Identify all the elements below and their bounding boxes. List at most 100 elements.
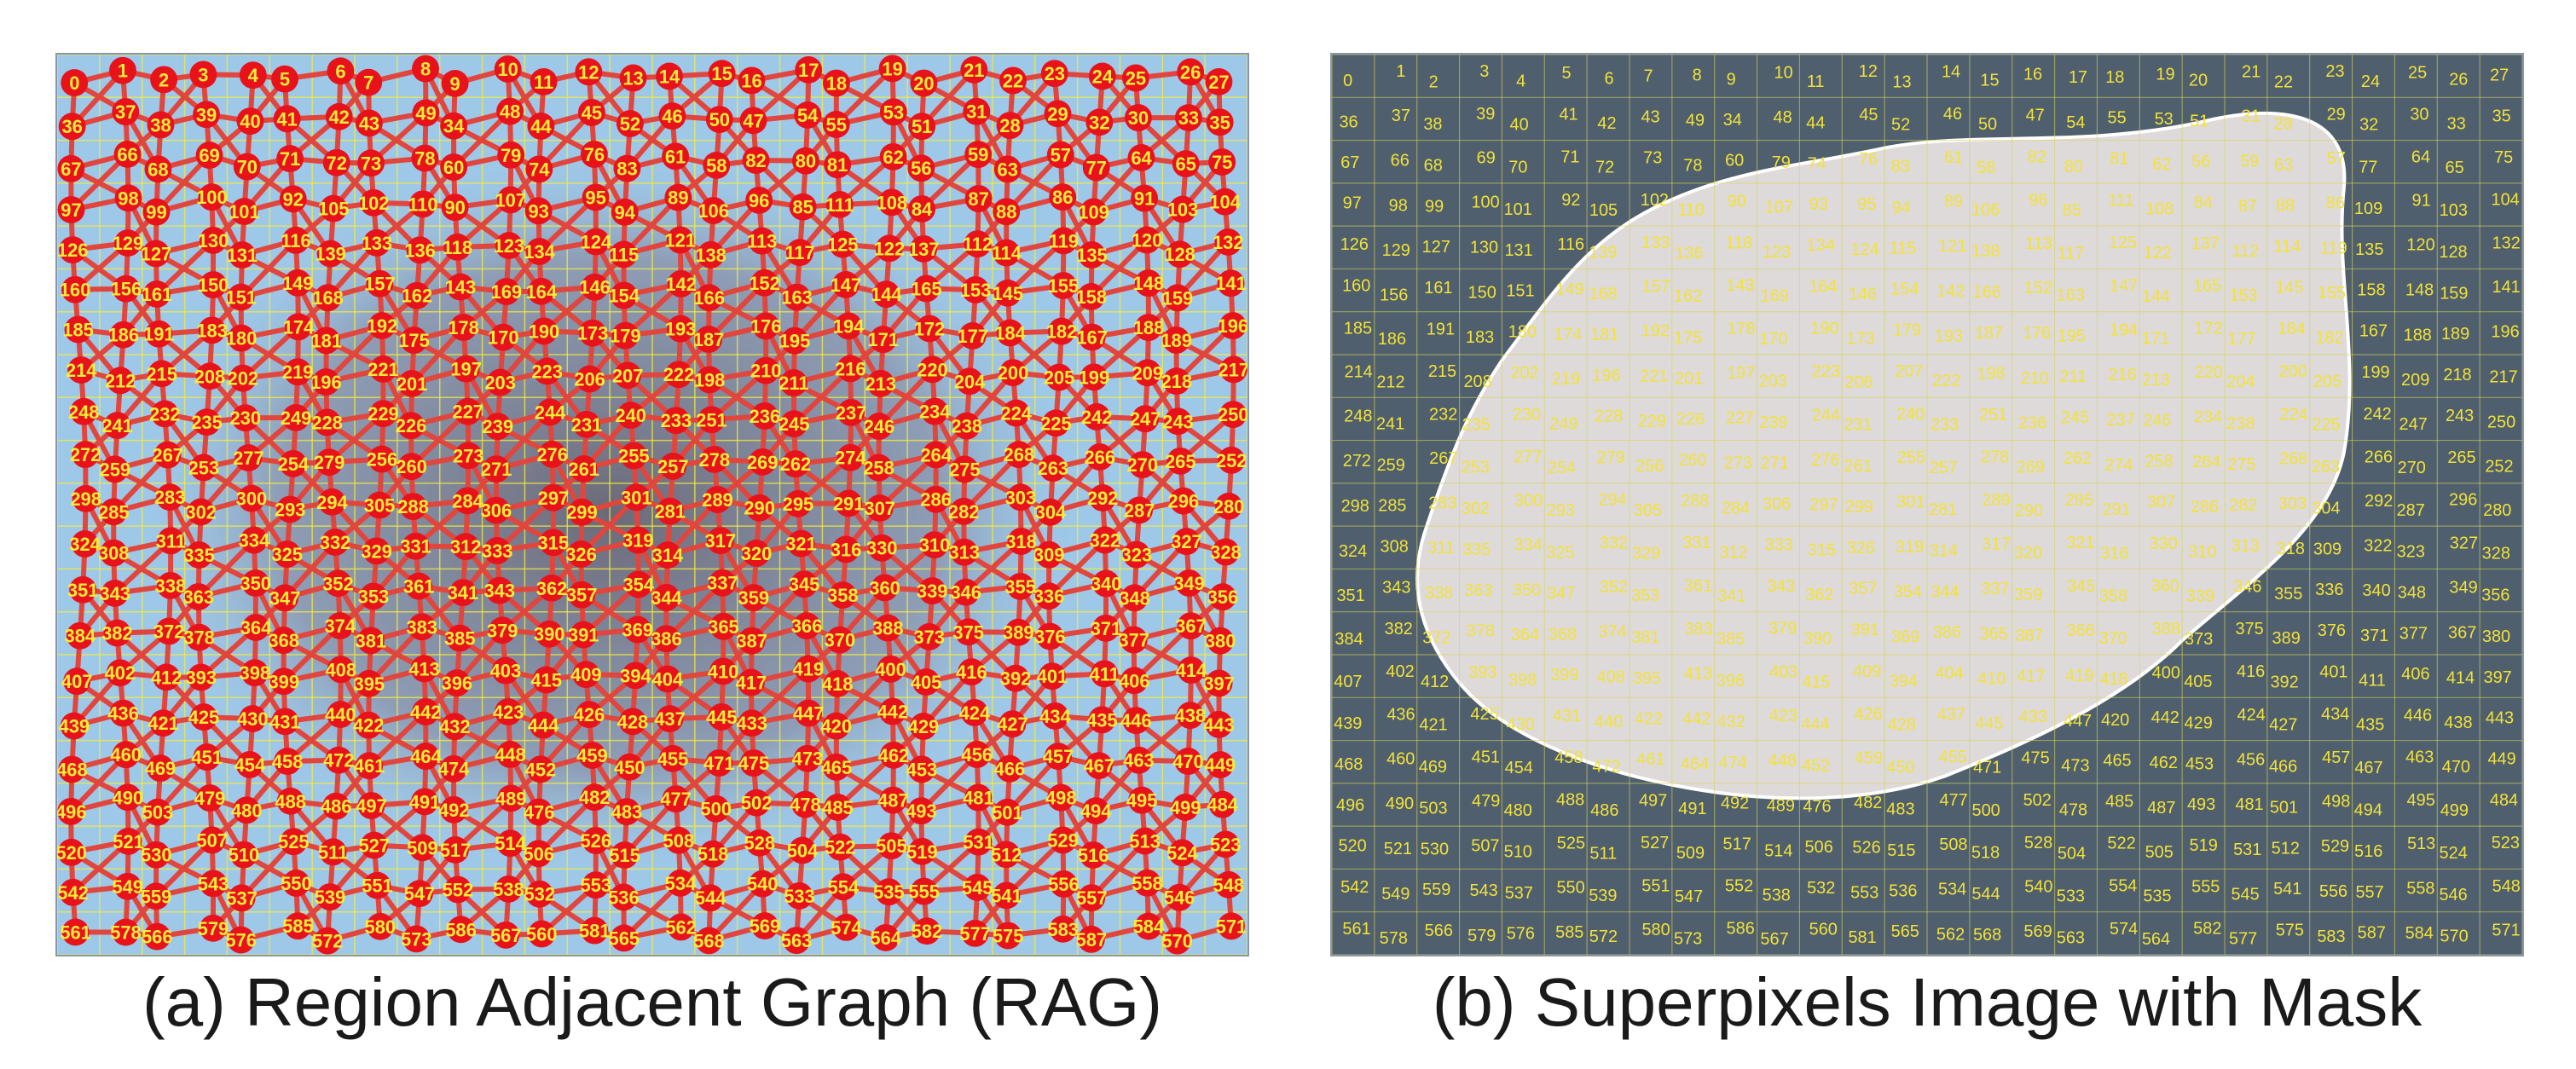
node-label: 480 [231,800,263,821]
superpixel-label: 266 [2365,448,2393,467]
node-label: 502 [741,793,773,814]
node-label: 88 [996,201,1016,222]
graph-node [525,238,553,265]
node-label: 367 [1175,615,1207,637]
graph-node [443,669,471,697]
node-label: 454 [234,754,266,776]
graph-node [619,708,646,736]
graph-node [284,313,312,341]
node-label: 530 [141,845,172,866]
node-label: 242 [1081,407,1113,428]
superpixel-label: 81 [2110,150,2128,169]
node-label: 125 [827,234,859,256]
superpixel-label: 63 [2274,156,2293,175]
node-label: 405 [911,672,942,693]
node-label: 520 [57,842,87,864]
superpixel-label: 401 [2319,663,2347,682]
superpixel-label: 422 [1635,709,1663,728]
graph-node [144,798,171,826]
graph-node [837,398,865,426]
graph-node [1049,272,1077,299]
node-label: 394 [620,665,651,686]
node-label: 240 [615,405,646,426]
superpixel-label: 253 [1462,458,1490,477]
superpixel-label: 128 [2439,243,2467,262]
node-label: 219 [282,361,314,383]
superpixel-label: 219 [1552,370,1580,389]
node-label: 312 [450,536,482,558]
node-label: 254 [278,454,310,475]
superpixel-label: 396 [1716,672,1745,691]
graph-node [1039,454,1067,482]
node-label: 553 [580,875,611,896]
node-label: 265 [1165,451,1196,472]
superpixel-label: 82 [2028,148,2046,167]
superpixel-label: 98 [1389,196,1408,215]
graph-node [185,541,213,569]
superpixel-label: 243 [2446,407,2474,425]
node-label: 435 [1086,709,1118,731]
node-label: 77 [1086,157,1107,178]
graph-node [411,144,439,172]
superpixel-label: 486 [1590,801,1618,820]
node-label: 308 [98,543,130,564]
node-label: 363 [182,587,214,608]
graph-node [1049,183,1077,211]
superpixel-label: 142 [1936,282,1965,301]
graph-node [239,61,267,90]
superpixel-label: 303 [2278,494,2307,513]
graph-node [696,366,724,394]
graph-node [356,627,385,655]
superpixel-label: 358 [2099,587,2127,606]
graph-node [1211,188,1239,216]
superpixel-label: 200 [2278,362,2307,381]
node-label: 236 [750,406,781,427]
graph-node [1047,783,1075,812]
graph-node [240,659,269,687]
graph-node [412,743,440,771]
node-label: 167 [1076,327,1108,349]
graph-node [362,537,391,565]
graph-node [1174,104,1202,132]
node-label: 246 [864,416,895,437]
node-label: 83 [617,159,637,180]
graph-node [866,369,894,397]
graph-node [113,229,142,257]
superpixel-label: 24 [2361,72,2380,91]
node-label: 227 [452,402,483,423]
superpixel-label: 306 [1763,494,1791,513]
graph-node [1215,492,1243,520]
node-label: 114 [992,243,1022,264]
superpixel-label: 449 [2487,750,2515,769]
graph-node [397,453,425,481]
node-label: 113 [747,231,777,252]
superpixel-label: 381 [1631,628,1659,647]
graph-node [61,918,90,946]
graph-node [871,574,899,602]
node-label: 174 [283,316,315,338]
superpixel-label: 546 [2439,886,2467,904]
node-label: 270 [1126,454,1158,476]
graph-node [536,398,564,426]
superpixel-label: 325 [1546,543,1574,562]
superpixel-label: 244 [1812,407,1840,425]
superpixel-label: 268 [2279,450,2307,469]
graph-node [576,701,603,729]
graph-node [1177,58,1205,86]
node-label: 231 [571,414,603,436]
node-label: 465 [821,757,853,778]
graph-node [1219,355,1247,384]
superpixel-label: 10 [1774,63,1793,82]
graph-node [865,413,893,440]
graph-node [196,784,224,812]
superpixel-label: 328 [2482,544,2510,563]
superpixel-label: 389 [2272,629,2301,648]
node-label: 552 [443,880,474,901]
node-label: 556 [1048,874,1080,895]
superpixel-label: 587 [2358,924,2386,943]
superpixel-label: 420 [2101,711,2129,730]
node-label: 509 [407,837,438,858]
superpixel-label: 577 [2229,929,2257,948]
superpixel-label: 473 [2061,757,2089,776]
node-label: 217 [1218,359,1247,380]
